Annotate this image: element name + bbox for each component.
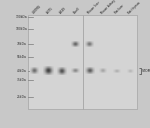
Text: 100kDa: 100kDa	[15, 27, 27, 31]
Text: 70kDa: 70kDa	[17, 42, 27, 46]
Text: 55kDa: 55kDa	[17, 55, 27, 59]
Text: B-cell: B-cell	[73, 7, 81, 15]
Text: A-375: A-375	[45, 6, 54, 15]
Text: 35kDa: 35kDa	[17, 78, 27, 82]
Text: Mouse kidney: Mouse kidney	[100, 0, 116, 15]
Text: Rat thymus: Rat thymus	[128, 1, 142, 15]
Text: 25kDa: 25kDa	[17, 95, 27, 99]
Text: 130kDa: 130kDa	[15, 15, 27, 19]
Text: A-549: A-549	[59, 6, 68, 15]
Text: STOML2: STOML2	[142, 69, 150, 73]
Text: U-87MG: U-87MG	[32, 4, 42, 15]
Text: 40kDa: 40kDa	[17, 69, 27, 73]
Bar	[28, 15, 137, 109]
Text: Mouse liver: Mouse liver	[87, 1, 101, 15]
Text: Rat liver: Rat liver	[114, 4, 125, 15]
